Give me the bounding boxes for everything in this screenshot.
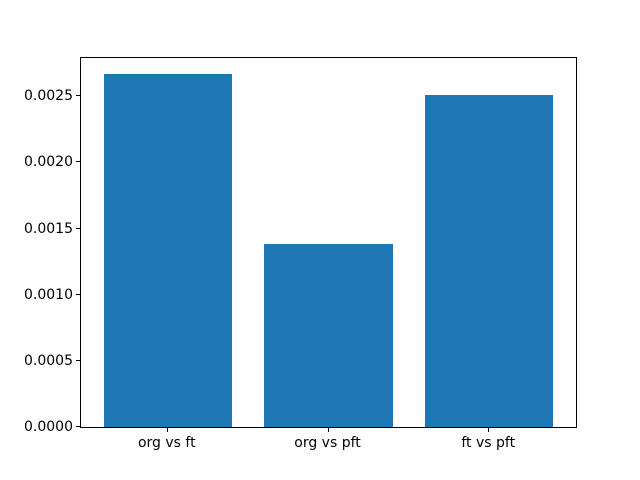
bar-org-vs-ft xyxy=(103,73,233,427)
x-tick-mark xyxy=(327,428,329,432)
y-tick-label: 0.0005 xyxy=(24,352,73,369)
y-tick-mark xyxy=(76,293,80,295)
y-tick-mark xyxy=(76,161,80,163)
x-tick-mark xyxy=(166,428,168,432)
bar-org-vs-pft xyxy=(264,244,393,427)
y-tick-mark xyxy=(76,426,80,427)
y-tick-mark xyxy=(76,359,80,361)
y-tick-label: 0.0015 xyxy=(24,220,73,237)
y-tick-label: 0.0025 xyxy=(24,88,73,105)
y-tick-label: 0.0020 xyxy=(24,154,73,171)
bar-ft-vs-pft xyxy=(424,95,554,427)
y-tick-mark xyxy=(76,95,80,97)
y-tick-mark xyxy=(76,227,80,229)
x-tick-label: ft vs pft xyxy=(461,435,516,451)
x-tick-label: org vs pft xyxy=(294,435,361,451)
x-tick-label: org vs ft xyxy=(137,435,196,451)
plot-area xyxy=(80,57,577,428)
y-tick-label: 0.0000 xyxy=(24,419,73,435)
x-tick-mark xyxy=(488,428,490,432)
y-tick-label: 0.0010 xyxy=(24,286,73,303)
